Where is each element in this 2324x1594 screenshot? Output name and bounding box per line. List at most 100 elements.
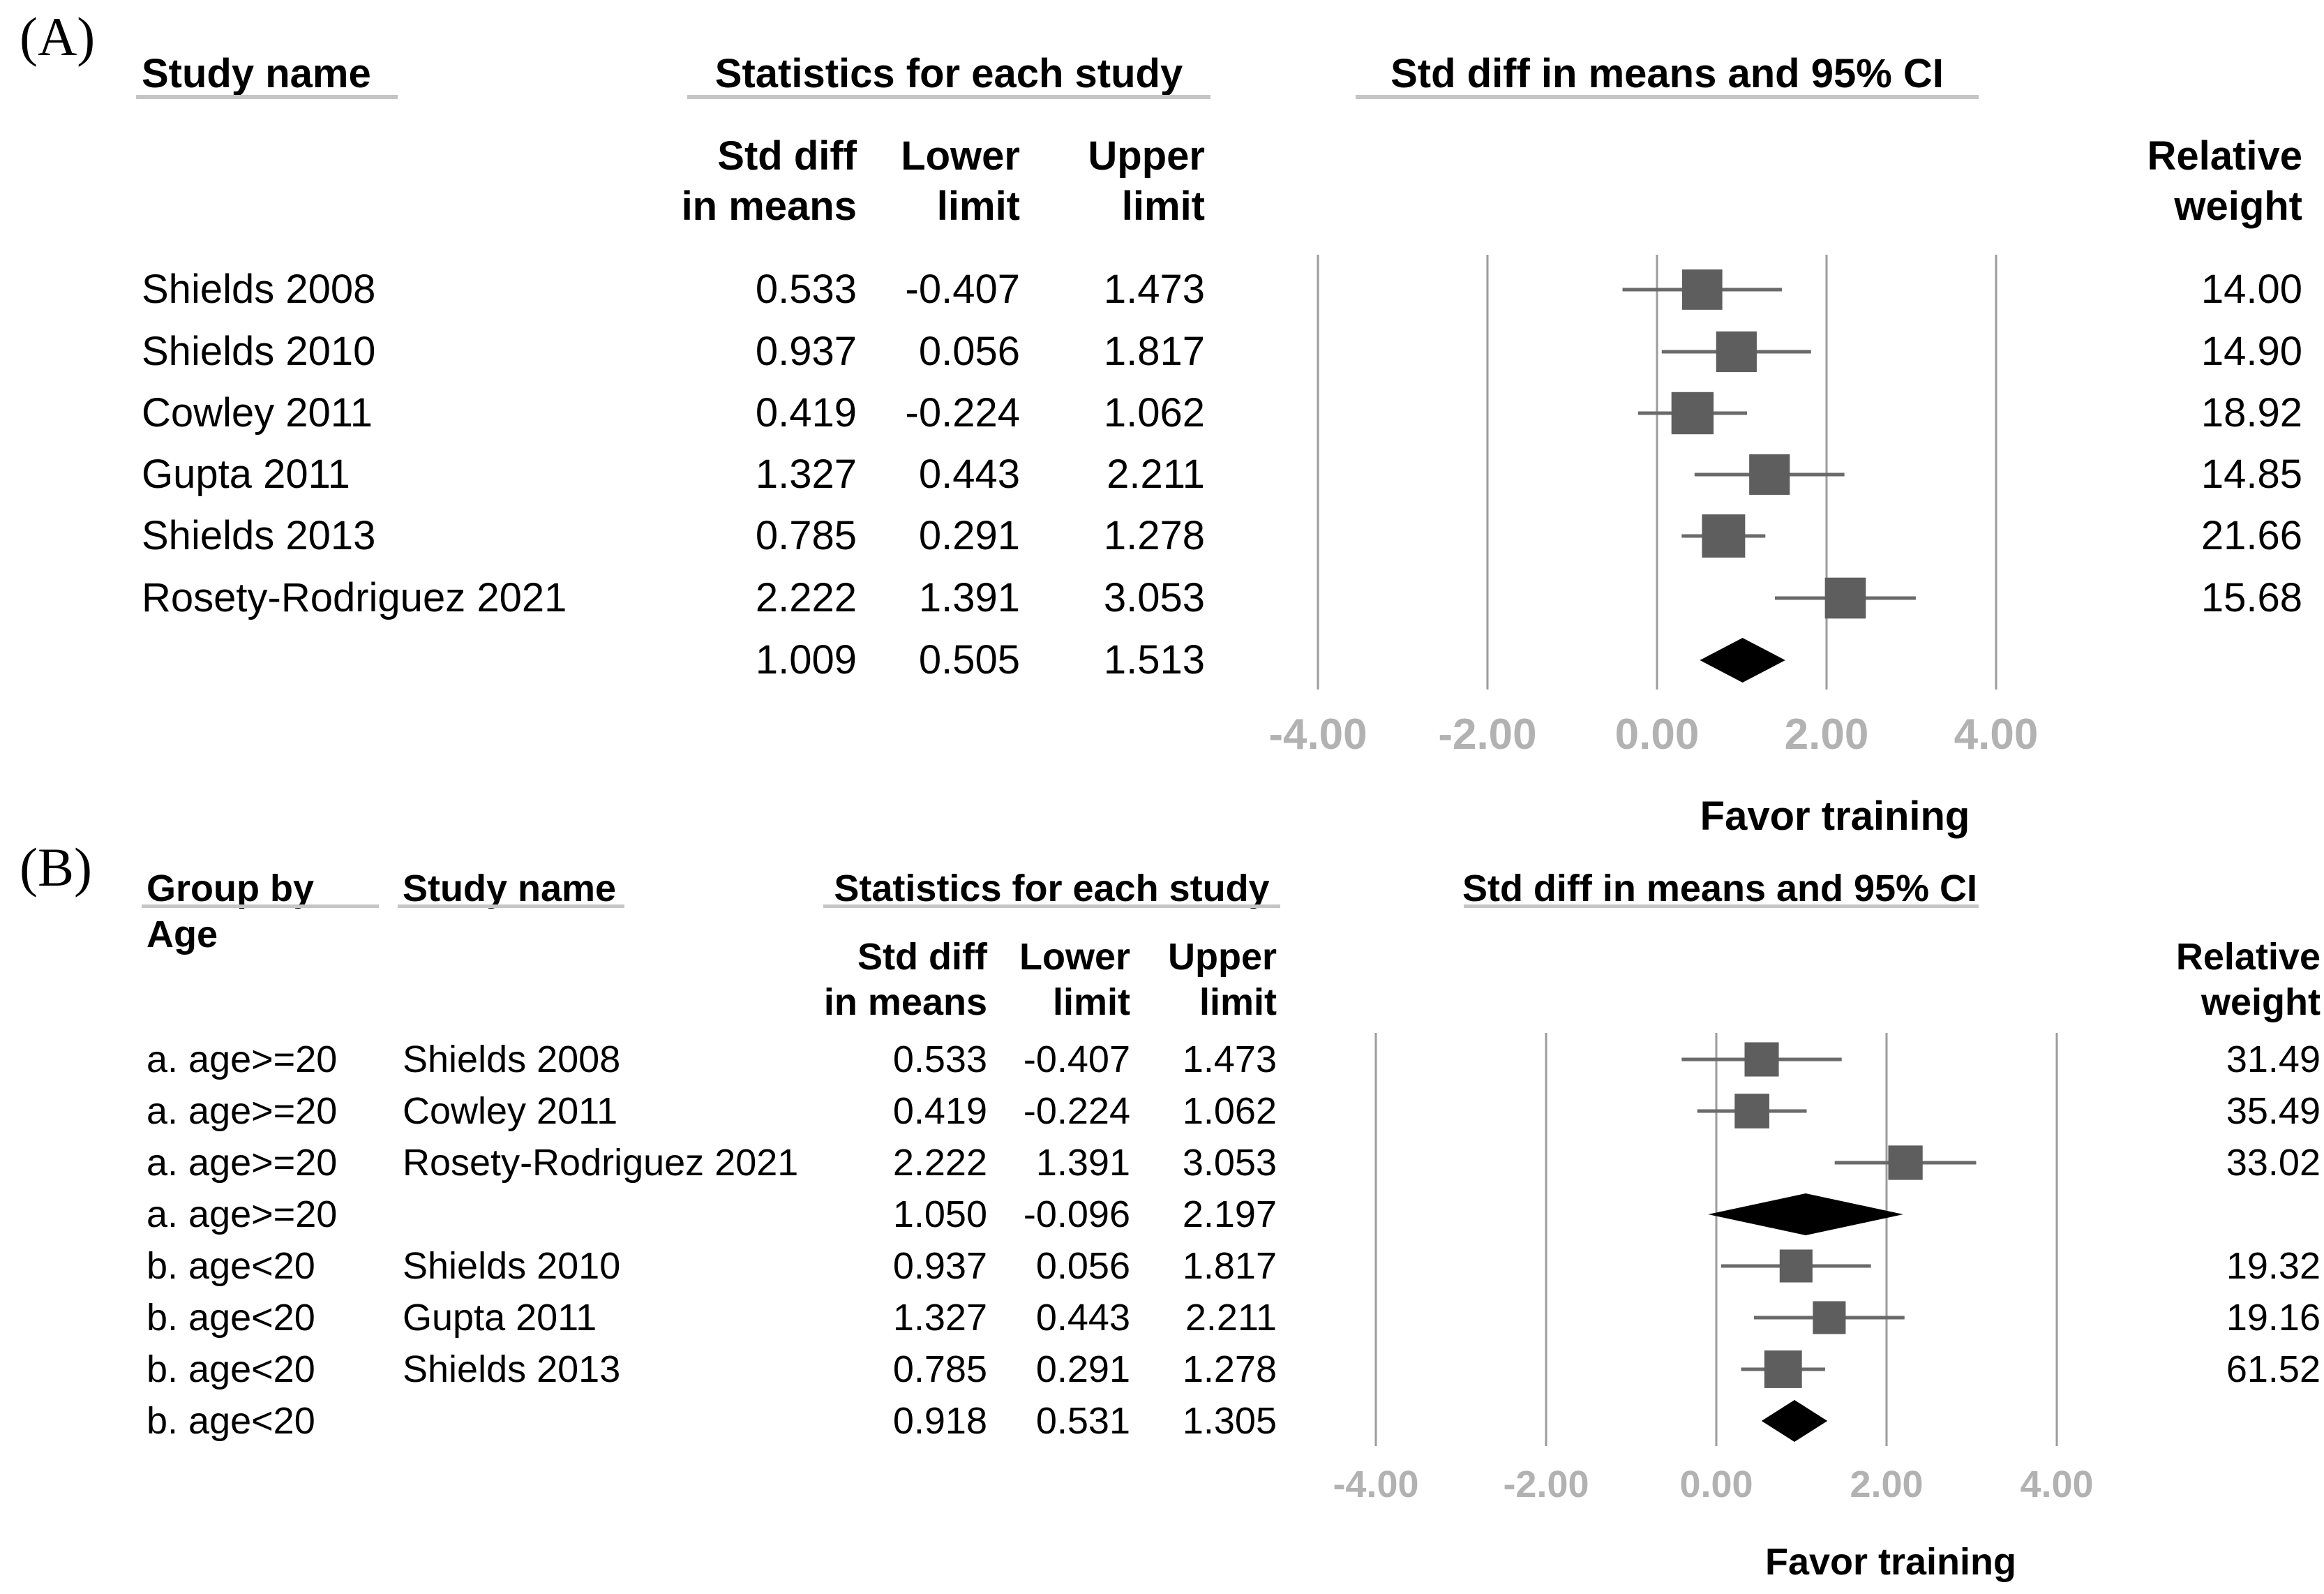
effect-square xyxy=(1824,577,1866,619)
column-header-lower: limit xyxy=(1052,981,1130,1023)
column-header-upper: limit xyxy=(1121,184,1205,229)
upper-limit-cell: 3.053 xyxy=(1182,1142,1277,1184)
lower-limit-cell: 1.391 xyxy=(1035,1142,1130,1184)
column-header-weight: weight xyxy=(2201,981,2321,1023)
axis-tick-label: 2.00 xyxy=(1850,1463,1924,1505)
effect-square xyxy=(1702,514,1746,558)
x-axis-label: Favor training xyxy=(1700,794,1970,839)
effect-cell: 0.918 xyxy=(892,1400,987,1442)
lower-limit-cell: 0.056 xyxy=(918,329,1020,374)
upper-limit-cell: 1.305 xyxy=(1182,1400,1277,1442)
study-name-cell: Cowley 2011 xyxy=(142,390,373,435)
axis-tick-label: -4.00 xyxy=(1333,1463,1419,1505)
column-header-upper: Upper xyxy=(1167,936,1277,978)
effect-cell: 0.419 xyxy=(755,390,857,435)
chart-title: Std diff in means and 95% CI xyxy=(1462,867,1978,909)
panel-a-label: (A) xyxy=(20,6,96,67)
column-header-effect: in means xyxy=(681,184,857,229)
study-name-cell: Shields 2010 xyxy=(403,1245,621,1287)
effect-square xyxy=(1734,1094,1769,1129)
pooled-diamond xyxy=(1708,1193,1903,1235)
upper-limit-cell: 1.062 xyxy=(1182,1090,1277,1132)
column-header-effect: Std diff xyxy=(857,936,987,978)
weight-cell: 19.32 xyxy=(2226,1245,2321,1287)
group-cell: a. age>=20 xyxy=(147,1090,338,1132)
axis-tick-label: 4.00 xyxy=(2020,1463,2094,1505)
axis-tick-label: 0.00 xyxy=(1614,710,1700,759)
upper-limit-cell: 1.278 xyxy=(1103,513,1205,558)
column-header-lower: limit xyxy=(936,184,1020,229)
group-cell: a. age>=20 xyxy=(147,1193,338,1235)
study-name-cell: Shields 2008 xyxy=(403,1038,621,1080)
upper-limit-cell: 2.197 xyxy=(1182,1193,1277,1235)
effect-square xyxy=(1888,1145,1923,1180)
axis-tick-label: 4.00 xyxy=(1954,710,2039,759)
pooled-diamond xyxy=(1700,638,1785,683)
effect-cell: 0.533 xyxy=(892,1038,987,1080)
chart-title: Std diff in means and 95% CI xyxy=(1390,51,1944,96)
upper-limit-cell: 1.278 xyxy=(1182,1348,1277,1390)
lower-limit-cell: -0.096 xyxy=(1023,1193,1130,1235)
weight-cell: 35.49 xyxy=(2226,1090,2321,1132)
axis-tick-label: -2.00 xyxy=(1438,710,1537,759)
group-cell: b. age<20 xyxy=(147,1245,315,1287)
upper-limit-cell: 1.062 xyxy=(1103,390,1205,435)
weight-cell: 15.68 xyxy=(2201,575,2302,620)
effect-square xyxy=(1749,454,1790,496)
study-name-cell: Shields 2008 xyxy=(142,267,376,312)
effect-cell: 0.785 xyxy=(892,1348,987,1390)
study-name-cell: Rosety-Rodriguez 2021 xyxy=(403,1142,799,1184)
axis-tick-label: -4.00 xyxy=(1268,710,1367,759)
lower-limit-cell: 0.443 xyxy=(918,452,1020,497)
weight-cell: 61.52 xyxy=(2226,1348,2321,1390)
effect-cell: 1.050 xyxy=(892,1193,987,1235)
effect-square xyxy=(1716,331,1757,373)
weight-cell: 14.90 xyxy=(2201,329,2302,374)
lower-limit-cell: 0.056 xyxy=(1035,1245,1130,1287)
effect-cell: 0.937 xyxy=(892,1245,987,1287)
lower-limit-cell: 0.531 xyxy=(1035,1400,1130,1442)
header-underline xyxy=(1464,904,1979,908)
effect-square xyxy=(1681,269,1723,310)
lower-limit-cell: -0.407 xyxy=(1023,1038,1130,1080)
effect-cell: 0.419 xyxy=(892,1090,987,1132)
effect-square xyxy=(1779,1249,1813,1283)
group-cell: b. age<20 xyxy=(147,1297,315,1339)
effect-square xyxy=(1813,1301,1846,1334)
forest-chart xyxy=(1374,1033,2058,1446)
column-header-statistics: Statistics for each study xyxy=(714,51,1183,96)
effect-cell: 1.009 xyxy=(755,637,857,683)
effect-square xyxy=(1764,1350,1802,1388)
upper-limit-cell: 1.473 xyxy=(1103,267,1205,312)
header-underline xyxy=(687,95,1210,99)
column-header-group-by: Group by xyxy=(147,867,314,909)
column-header-study-name: Study name xyxy=(142,51,371,96)
lower-limit-cell: -0.224 xyxy=(1023,1090,1130,1132)
weight-cell: 33.02 xyxy=(2226,1142,2321,1184)
column-header-group-age: Age xyxy=(147,914,218,955)
upper-limit-cell: 2.211 xyxy=(1185,1297,1277,1339)
weight-cell: 14.85 xyxy=(2201,452,2302,497)
pooled-diamond xyxy=(1761,1400,1828,1442)
weight-cell: 21.66 xyxy=(2201,513,2302,558)
lower-limit-cell: 1.391 xyxy=(918,575,1020,620)
column-header-lower: Lower xyxy=(901,133,1020,179)
lower-limit-cell: 0.291 xyxy=(1035,1348,1130,1390)
upper-limit-cell: 2.211 xyxy=(1107,452,1205,497)
study-name-cell: Shields 2013 xyxy=(142,513,376,558)
upper-limit-cell: 3.053 xyxy=(1103,575,1205,620)
column-header-study-name: Study name xyxy=(403,867,617,909)
study-name-cell: Gupta 2011 xyxy=(142,452,350,497)
effect-cell: 0.533 xyxy=(755,267,857,312)
effect-square xyxy=(1744,1042,1779,1077)
axis-tick-label: -2.00 xyxy=(1503,1463,1589,1505)
column-header-statistics: Statistics for each study xyxy=(834,867,1270,909)
upper-limit-cell: 1.817 xyxy=(1182,1245,1277,1287)
column-header-effect: in means xyxy=(823,981,987,1023)
upper-limit-cell: 1.817 xyxy=(1103,329,1205,374)
effect-cell: 0.785 xyxy=(755,513,857,558)
header-underline xyxy=(398,904,624,908)
weight-cell: 31.49 xyxy=(2226,1038,2321,1080)
panel-b-label: (B) xyxy=(20,837,92,897)
